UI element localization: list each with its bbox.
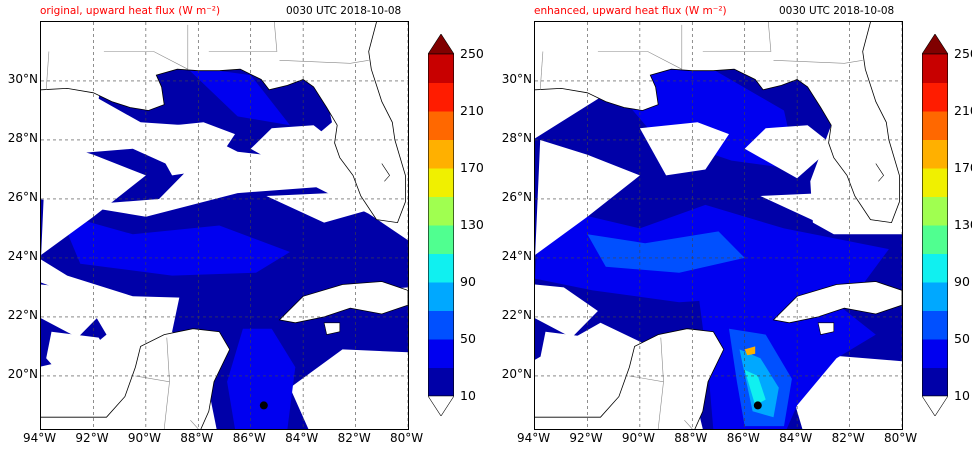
lat-tick-label: 22°N [501, 307, 532, 322]
lon-tick-label: 88°W [674, 431, 708, 445]
lon-tick-label: 82°W [831, 431, 865, 445]
panel-title: enhanced, upward heat flux (W m⁻²) [534, 5, 727, 17]
lon-tick-label: 90°W [621, 431, 655, 445]
map-original [40, 21, 409, 430]
lon-tick-label: 80°W [390, 431, 424, 445]
graticule [535, 22, 902, 429]
colorbar-graphic [921, 33, 949, 417]
lon-tick-label: 90°W [127, 431, 161, 445]
lon-tick-label: 88°W [180, 431, 214, 445]
colorbar-tick-label: 50 [460, 331, 476, 346]
lon-tick-label: 84°W [285, 431, 319, 445]
colorbar-tick-label: 90 [954, 274, 970, 289]
lon-tick-label: 94°W [23, 431, 57, 445]
colorbar-tick-label: 50 [954, 331, 970, 346]
lon-tick-label: 86°W [232, 431, 266, 445]
lat-tick-label: 30°N [501, 71, 532, 86]
heat-flux-map [535, 22, 902, 429]
lat-tick-label: 26°N [7, 189, 38, 204]
panel-time: 0030 UTC 2018-10-08 [779, 5, 895, 17]
lat-tick-label: 30°N [7, 71, 38, 86]
lon-tick-label: 86°W [726, 431, 760, 445]
lon-tick-label: 92°W [569, 431, 603, 445]
lon-tick-label: 84°W [779, 431, 813, 445]
heat-flux-map [41, 22, 408, 429]
colorbar-tick-label: 250 [460, 46, 484, 61]
panel-original: original, upward heat flux (W m⁻²) 0030 … [0, 0, 484, 451]
lat-tick-label: 24°N [501, 248, 532, 263]
lat-tick-label: 24°N [7, 248, 38, 263]
lat-tick-label: 20°N [501, 366, 532, 381]
lat-tick-label: 28°N [501, 130, 532, 145]
colorbar-tick-label: 10 [954, 388, 970, 403]
lat-tick-label: 26°N [501, 189, 532, 204]
lat-tick-label: 20°N [7, 366, 38, 381]
colorbar-tick-label: 10 [460, 388, 476, 403]
panel-time: 0030 UTC 2018-10-08 [286, 5, 402, 17]
colorbar-tick-label: 90 [460, 274, 476, 289]
graticule [41, 22, 408, 429]
panel-title: original, upward heat flux (W m⁻²) [40, 5, 221, 17]
colorbar: 250 210 170 130 90 50 10 [921, 33, 972, 417]
lon-tick-label: 82°W [337, 431, 371, 445]
colorbar-tick-label: 170 [460, 160, 484, 175]
lat-tick-label: 28°N [7, 130, 38, 145]
lon-tick-label: 94°W [517, 431, 551, 445]
hurricane-center-marker [259, 401, 268, 410]
colorbar-tick-label: 250 [954, 46, 972, 61]
colorbar-tick-label: 210 [954, 103, 972, 118]
map-enhanced [534, 21, 903, 430]
colorbar: 250 210 170 130 90 50 10 [427, 33, 484, 417]
lon-tick-label: 80°W [884, 431, 918, 445]
panel-enhanced: enhanced, upward heat flux (W m⁻²) 0030 … [494, 0, 972, 451]
colorbar-graphic [427, 33, 455, 417]
hurricane-center-marker [753, 401, 762, 410]
colorbar-tick-label: 130 [460, 217, 484, 232]
lon-tick-label: 92°W [75, 431, 109, 445]
colorbar-tick-label: 210 [460, 103, 484, 118]
lat-tick-label: 22°N [7, 307, 38, 322]
colorbar-tick-label: 170 [954, 160, 972, 175]
colorbar-tick-label: 130 [954, 217, 972, 232]
